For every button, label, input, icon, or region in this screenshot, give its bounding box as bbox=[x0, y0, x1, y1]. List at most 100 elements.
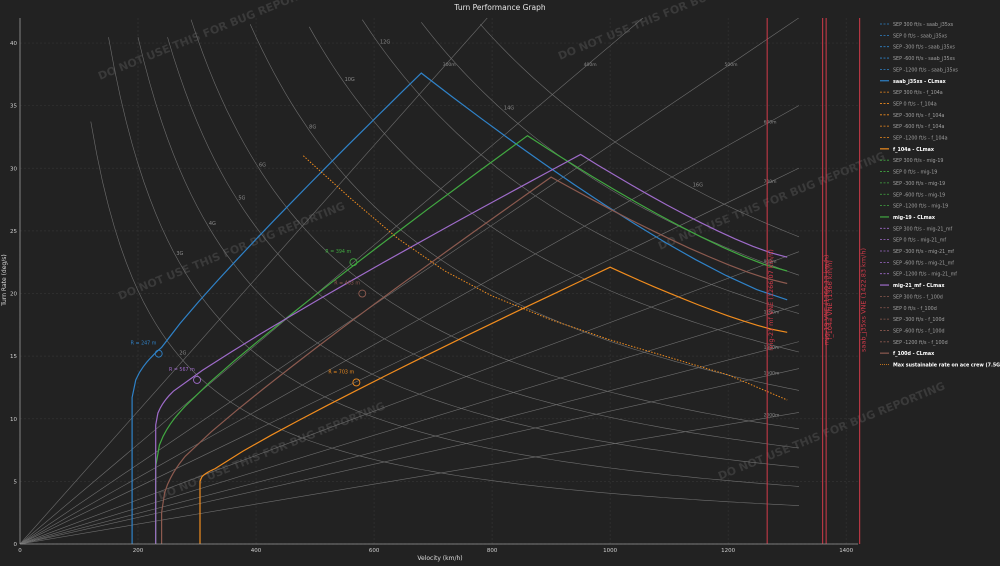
radius-line bbox=[20, 105, 800, 544]
radius-line bbox=[20, 18, 488, 544]
legend-label: SEP -300 ft/s - mig-19 bbox=[893, 181, 945, 187]
series-curve bbox=[155, 134, 788, 544]
y-tick-label: 30 bbox=[10, 166, 17, 172]
g-load-line bbox=[167, 37, 800, 449]
vne-label: mig-19 VNE (1360.13 km/h) bbox=[823, 255, 831, 346]
g-load-line bbox=[308, 26, 800, 353]
g-load-label: 5G bbox=[238, 196, 245, 202]
legend-label: SEP -300 ft/s - f_100d bbox=[893, 317, 945, 323]
x-tick-label: 600 bbox=[369, 548, 380, 554]
legend-label: SEP 300 ft/s - mig-19 bbox=[893, 158, 943, 164]
axes-layer: 0 200 400 600 800 1000 1200 1400 0 5 10 15 20 25 30 35 4… bbox=[10, 18, 858, 554]
legend-label: SEP -1200 ft/s - mig-21_mf bbox=[893, 272, 957, 278]
g-load-label: 14G bbox=[504, 105, 514, 111]
y-tick-label: 25 bbox=[10, 229, 17, 235]
y-tick-label: 5 bbox=[14, 479, 18, 485]
legend-label: SEP 0 ft/s - mig-19 bbox=[893, 170, 937, 176]
g-load-line bbox=[249, 24, 800, 391]
radius-label: 700m bbox=[764, 179, 777, 185]
y-tick-label: 0 bbox=[14, 542, 18, 548]
radius-line bbox=[20, 341, 800, 544]
vne-label: saab_j35xs VNE (1422.83 km/h) bbox=[860, 248, 868, 352]
legend-label: SEP 0 ft/s - saab_j35xs bbox=[893, 33, 948, 39]
g-load-label: 8G bbox=[309, 124, 316, 130]
min-radius-marker bbox=[352, 378, 361, 387]
legend-label: SEP -1200 ft/s - mig-19 bbox=[893, 204, 948, 210]
radius-label: 1100m bbox=[764, 310, 780, 316]
chart-title: Turn Performance Graph bbox=[453, 3, 545, 12]
y-tick-label: 10 bbox=[10, 417, 17, 423]
legend-label: f_100d - CLmax bbox=[893, 351, 935, 357]
radius-label: 1300m bbox=[764, 345, 780, 351]
legend: SEP 300 ft/s - saab_j35xs SEP 0 ft/s - sa… bbox=[880, 22, 1000, 369]
g-load-label: 10G bbox=[345, 77, 355, 83]
legend-label: SEP -300 ft/s - mig-21_mf bbox=[893, 249, 954, 255]
legend-label: Max sustainable rate on ace crew (7.5G) bbox=[893, 363, 1000, 369]
x-tick-label: 800 bbox=[487, 548, 498, 554]
g-load-label: 3G bbox=[176, 251, 183, 257]
vne-label: f_104a VNE (1366 km/h) bbox=[826, 260, 834, 340]
legend-label: mig-21_mf - CLmax bbox=[893, 283, 945, 289]
radius-line bbox=[20, 368, 800, 544]
legend-label: SEP 300 ft/s - saab_j35xs bbox=[893, 22, 954, 28]
reference-lines-layer: 2G 3G 4G 5G 6G 8G 10G 12G 14G 16G 300m 400m 500m 600m… bbox=[20, 18, 800, 544]
max-sustainable-curve bbox=[302, 155, 788, 401]
x-tick-label: 200 bbox=[133, 548, 144, 554]
legend-label: SEP 0 ft/s - f_100d bbox=[893, 306, 937, 312]
y-tick-label: 35 bbox=[10, 104, 17, 110]
min-radius-label: R = 567 m bbox=[169, 367, 195, 373]
g-load-line bbox=[90, 121, 800, 506]
min-radius-marker bbox=[154, 349, 163, 358]
radius-line bbox=[20, 304, 800, 544]
radius-line bbox=[20, 412, 800, 544]
g-load-line bbox=[137, 37, 800, 468]
legend-label: SEP -600 ft/s - saab_j35xs bbox=[893, 56, 955, 62]
radius-label: 2000m bbox=[764, 412, 780, 418]
legend-label: SEP 0 ft/s - f_104a bbox=[893, 101, 937, 107]
vne-lines-layer: mig-21 mf VNE (1266.07 km/h) mig-19 VNE (… bbox=[766, 18, 868, 544]
legend-label: SEP 0 ft/s - mig-21_mf bbox=[893, 238, 946, 244]
g-load-label: 2G bbox=[179, 350, 186, 356]
radius-label: 400m bbox=[584, 62, 597, 68]
legend-label: mig-19 - CLmax bbox=[893, 215, 936, 221]
min-radius-marker bbox=[349, 258, 358, 267]
x-tick-label: 1000 bbox=[603, 548, 617, 554]
x-tick-label: 1400 bbox=[839, 548, 853, 554]
x-tick-label: 0 bbox=[18, 548, 22, 554]
legend-label: SEP -300 ft/s - f_104a bbox=[893, 113, 945, 119]
series-curve bbox=[199, 266, 788, 544]
radius-line bbox=[20, 167, 800, 544]
y-tick-label: 40 bbox=[10, 41, 17, 47]
legend-label: SEP -1200 ft/s - f_100d bbox=[893, 340, 948, 346]
series-curve bbox=[131, 72, 788, 544]
radius-label: 300m bbox=[443, 62, 456, 68]
radius-label: 900m bbox=[764, 259, 777, 265]
radius-line bbox=[20, 18, 644, 544]
g-load-line bbox=[421, 22, 800, 276]
g-load-label: 4G bbox=[209, 221, 216, 227]
g-load-label: 6G bbox=[259, 163, 266, 169]
legend-label: SEP -300 ft/s - saab_j35xs bbox=[893, 45, 955, 51]
legend-label: SEP -600 ft/s - mig-21_mf bbox=[893, 260, 954, 266]
min-radius-label: R = 394 m bbox=[325, 249, 351, 255]
legend-label: f_104a - CLmax bbox=[893, 147, 935, 153]
series-curve bbox=[161, 176, 788, 544]
y-tick-label: 20 bbox=[10, 292, 17, 298]
g-load-line bbox=[362, 19, 800, 314]
x-tick-label: 400 bbox=[251, 548, 262, 554]
series-layer: R = 247 m R = 394 m R = 567 m R = 463 m R = … bbox=[131, 72, 788, 544]
radius-label: 1500m bbox=[764, 371, 780, 377]
legend-label: SEP -600 ft/s - f_104a bbox=[893, 124, 945, 130]
g-load-label: 16G bbox=[693, 182, 703, 188]
radius-line bbox=[20, 18, 800, 544]
legend-label: SEP 300 ft/s - mig-21_mf bbox=[893, 226, 953, 232]
x-tick-label: 1200 bbox=[721, 548, 735, 554]
min-radius-label: R = 703 m bbox=[328, 369, 354, 375]
g-load-line bbox=[108, 37, 800, 487]
g-load-label: 12G bbox=[380, 39, 390, 45]
legend-label: saab_j35xs - CLmax bbox=[893, 79, 947, 85]
legend-label: SEP -600 ft/s - mig-19 bbox=[893, 192, 945, 198]
radius-line bbox=[20, 251, 800, 544]
